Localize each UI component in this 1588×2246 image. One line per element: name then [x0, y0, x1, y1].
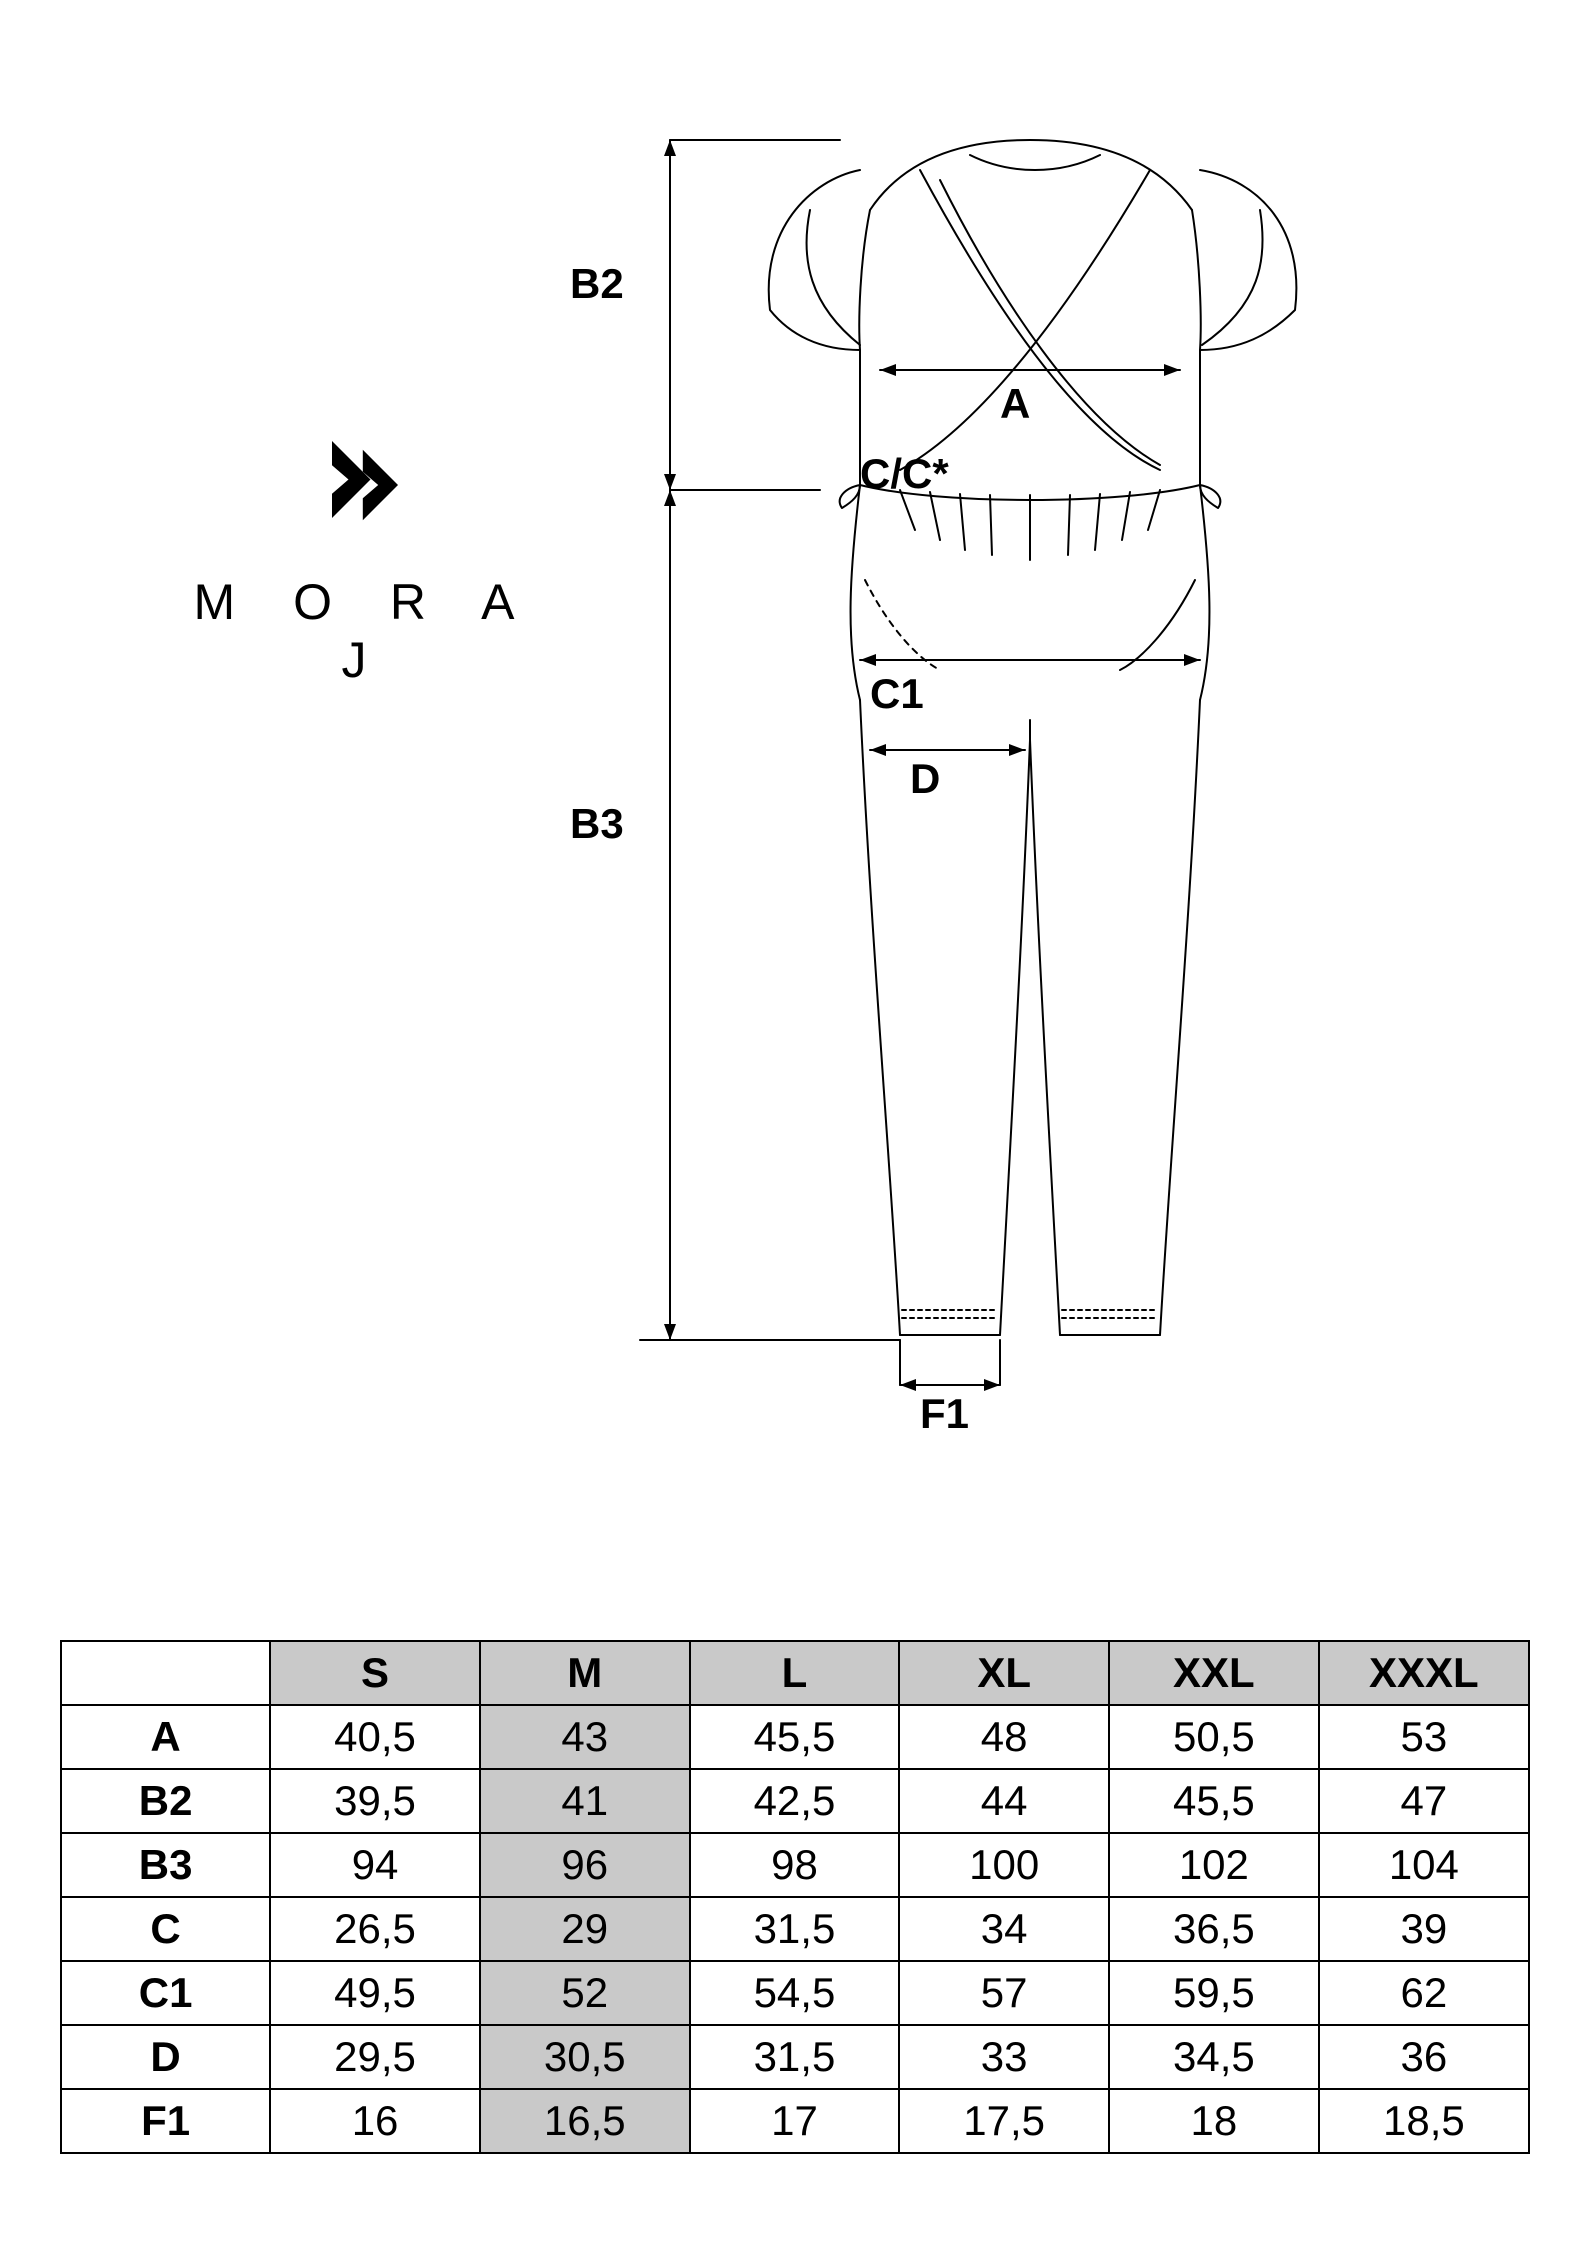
- table-cell: 49,5: [270, 1961, 480, 2025]
- table-row: C149,55254,55759,562: [61, 1961, 1529, 2025]
- table-cell: 29,5: [270, 2025, 480, 2089]
- row-label: C1: [61, 1961, 270, 2025]
- dim-label-d: D: [910, 755, 940, 803]
- size-table: S M L XL XXL XXXL A40,54345,54850,553B23…: [60, 1640, 1530, 2154]
- brand-block: M O R A J: [190, 430, 540, 689]
- table-cell: 45,5: [1109, 1769, 1319, 1833]
- table-cell: 42,5: [690, 1769, 900, 1833]
- table-cell: 18,5: [1319, 2089, 1529, 2153]
- brand-chevron-logo-icon: [310, 430, 420, 545]
- col-header: XL: [899, 1641, 1109, 1705]
- table-cell: 43: [480, 1705, 690, 1769]
- dim-label-b3: B3: [570, 800, 624, 848]
- table-cell: 62: [1319, 1961, 1529, 2025]
- table-cell: 41: [480, 1769, 690, 1833]
- table-cell: 96: [480, 1833, 690, 1897]
- row-label: F1: [61, 2089, 270, 2153]
- table-cell: 39,5: [270, 1769, 480, 1833]
- col-header: XXXL: [1319, 1641, 1529, 1705]
- col-header: L: [690, 1641, 900, 1705]
- table-row: C26,52931,53436,539: [61, 1897, 1529, 1961]
- row-label: B2: [61, 1769, 270, 1833]
- col-header: M: [480, 1641, 690, 1705]
- row-label: D: [61, 2025, 270, 2089]
- table-cell: 94: [270, 1833, 480, 1897]
- table-cell: 59,5: [1109, 1961, 1319, 2025]
- row-label: C: [61, 1897, 270, 1961]
- table-cell: 50,5: [1109, 1705, 1319, 1769]
- table-cell: 53: [1319, 1705, 1529, 1769]
- table-cell: 45,5: [690, 1705, 900, 1769]
- table-row: B3949698100102104: [61, 1833, 1529, 1897]
- page: M O R A J: [0, 0, 1588, 2246]
- table-cell: 34: [899, 1897, 1109, 1961]
- col-header: XXL: [1109, 1641, 1319, 1705]
- table-cell: 102: [1109, 1833, 1319, 1897]
- table-cell: 44: [899, 1769, 1109, 1833]
- table-row: B239,54142,54445,547: [61, 1769, 1529, 1833]
- table-cell: 17,5: [899, 2089, 1109, 2153]
- dim-label-f1: F1: [920, 1390, 969, 1438]
- table-cell: 104: [1319, 1833, 1529, 1897]
- table-cell: 52: [480, 1961, 690, 2025]
- table-cell: 17: [690, 2089, 900, 2153]
- dim-label-cc: C/C*: [860, 450, 949, 498]
- table-header-row: S M L XL XXL XXXL: [61, 1641, 1529, 1705]
- table-cell: 18: [1109, 2089, 1319, 2153]
- table-cell: 31,5: [690, 2025, 900, 2089]
- table-cell: 34,5: [1109, 2025, 1319, 2089]
- row-label: B3: [61, 1833, 270, 1897]
- table-row: A40,54345,54850,553: [61, 1705, 1529, 1769]
- table-corner-cell: [61, 1641, 270, 1705]
- dim-label-c1: C1: [870, 670, 924, 718]
- table-cell: 40,5: [270, 1705, 480, 1769]
- table-cell: 26,5: [270, 1897, 480, 1961]
- table-cell: 47: [1319, 1769, 1529, 1833]
- table-cell: 16: [270, 2089, 480, 2153]
- table-cell: 54,5: [690, 1961, 900, 2025]
- col-header: S: [270, 1641, 480, 1705]
- table-cell: 48: [899, 1705, 1109, 1769]
- dim-label-a: A: [1000, 380, 1030, 428]
- table-cell: 36: [1319, 2025, 1529, 2089]
- table-cell: 33: [899, 2025, 1109, 2089]
- table-cell: 98: [690, 1833, 900, 1897]
- table-cell: 36,5: [1109, 1897, 1319, 1961]
- garment-diagram: B2 B3 A C/C* C1 D F1: [560, 100, 1460, 1500]
- table-cell: 30,5: [480, 2025, 690, 2089]
- brand-name: M O R A J: [190, 573, 540, 689]
- table-row: F11616,51717,51818,5: [61, 2089, 1529, 2153]
- row-label: A: [61, 1705, 270, 1769]
- table-cell: 100: [899, 1833, 1109, 1897]
- table-cell: 29: [480, 1897, 690, 1961]
- table-cell: 16,5: [480, 2089, 690, 2153]
- table-cell: 31,5: [690, 1897, 900, 1961]
- table-cell: 39: [1319, 1897, 1529, 1961]
- table-row: D29,530,531,53334,536: [61, 2025, 1529, 2089]
- dim-label-b2: B2: [570, 260, 624, 308]
- table-cell: 57: [899, 1961, 1109, 2025]
